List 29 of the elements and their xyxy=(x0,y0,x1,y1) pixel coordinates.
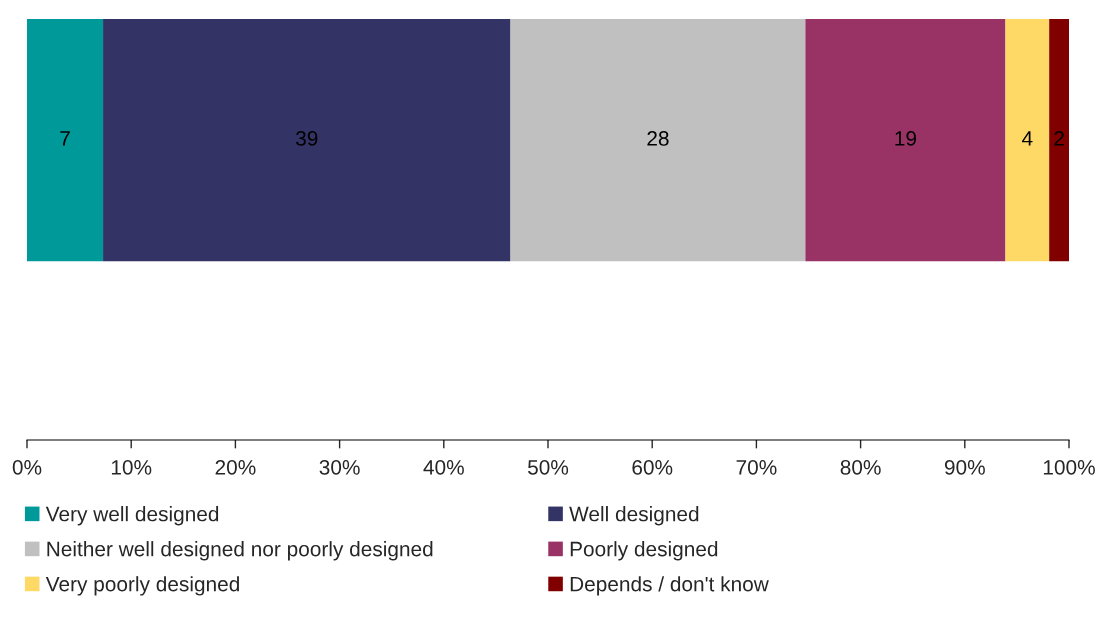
data-label: 2 xyxy=(1054,131,1064,146)
legend-label: Very poorly designed xyxy=(45,576,239,596)
bar xyxy=(27,19,104,262)
legend-label: Well designed xyxy=(569,506,699,526)
data-label: 39 xyxy=(295,131,318,146)
x-tick-label: 60% xyxy=(632,459,673,475)
data-label: 7 xyxy=(60,131,70,146)
x-tick-label: 20% xyxy=(215,459,256,475)
x-tick-label: 40% xyxy=(423,459,464,475)
x-tick-label: 50% xyxy=(527,459,569,475)
x-tick-label: 100% xyxy=(1043,459,1095,475)
bar xyxy=(103,19,511,262)
x-tick-label: 90% xyxy=(944,459,985,475)
x-tick-label: 70% xyxy=(736,459,777,475)
x-tick-label: 80% xyxy=(840,459,881,475)
data-label: 19 xyxy=(895,131,917,146)
legend-label: Depends / don't know xyxy=(570,576,769,596)
bar xyxy=(510,19,806,262)
data-label: 4 xyxy=(1022,131,1033,146)
legend-label: Neither well designed nor poorly designed xyxy=(47,541,433,561)
x-tick-label: 30% xyxy=(319,459,360,475)
bar xyxy=(1005,19,1050,262)
x-tick-label: 10% xyxy=(111,459,152,475)
legend-label: Very well designed xyxy=(45,506,219,526)
bar xyxy=(1049,19,1069,262)
data-label: 28 xyxy=(647,131,669,146)
bar xyxy=(805,19,1006,262)
legend-label: Poorly designed xyxy=(570,541,718,561)
x-tick-label: 0% xyxy=(12,459,42,475)
